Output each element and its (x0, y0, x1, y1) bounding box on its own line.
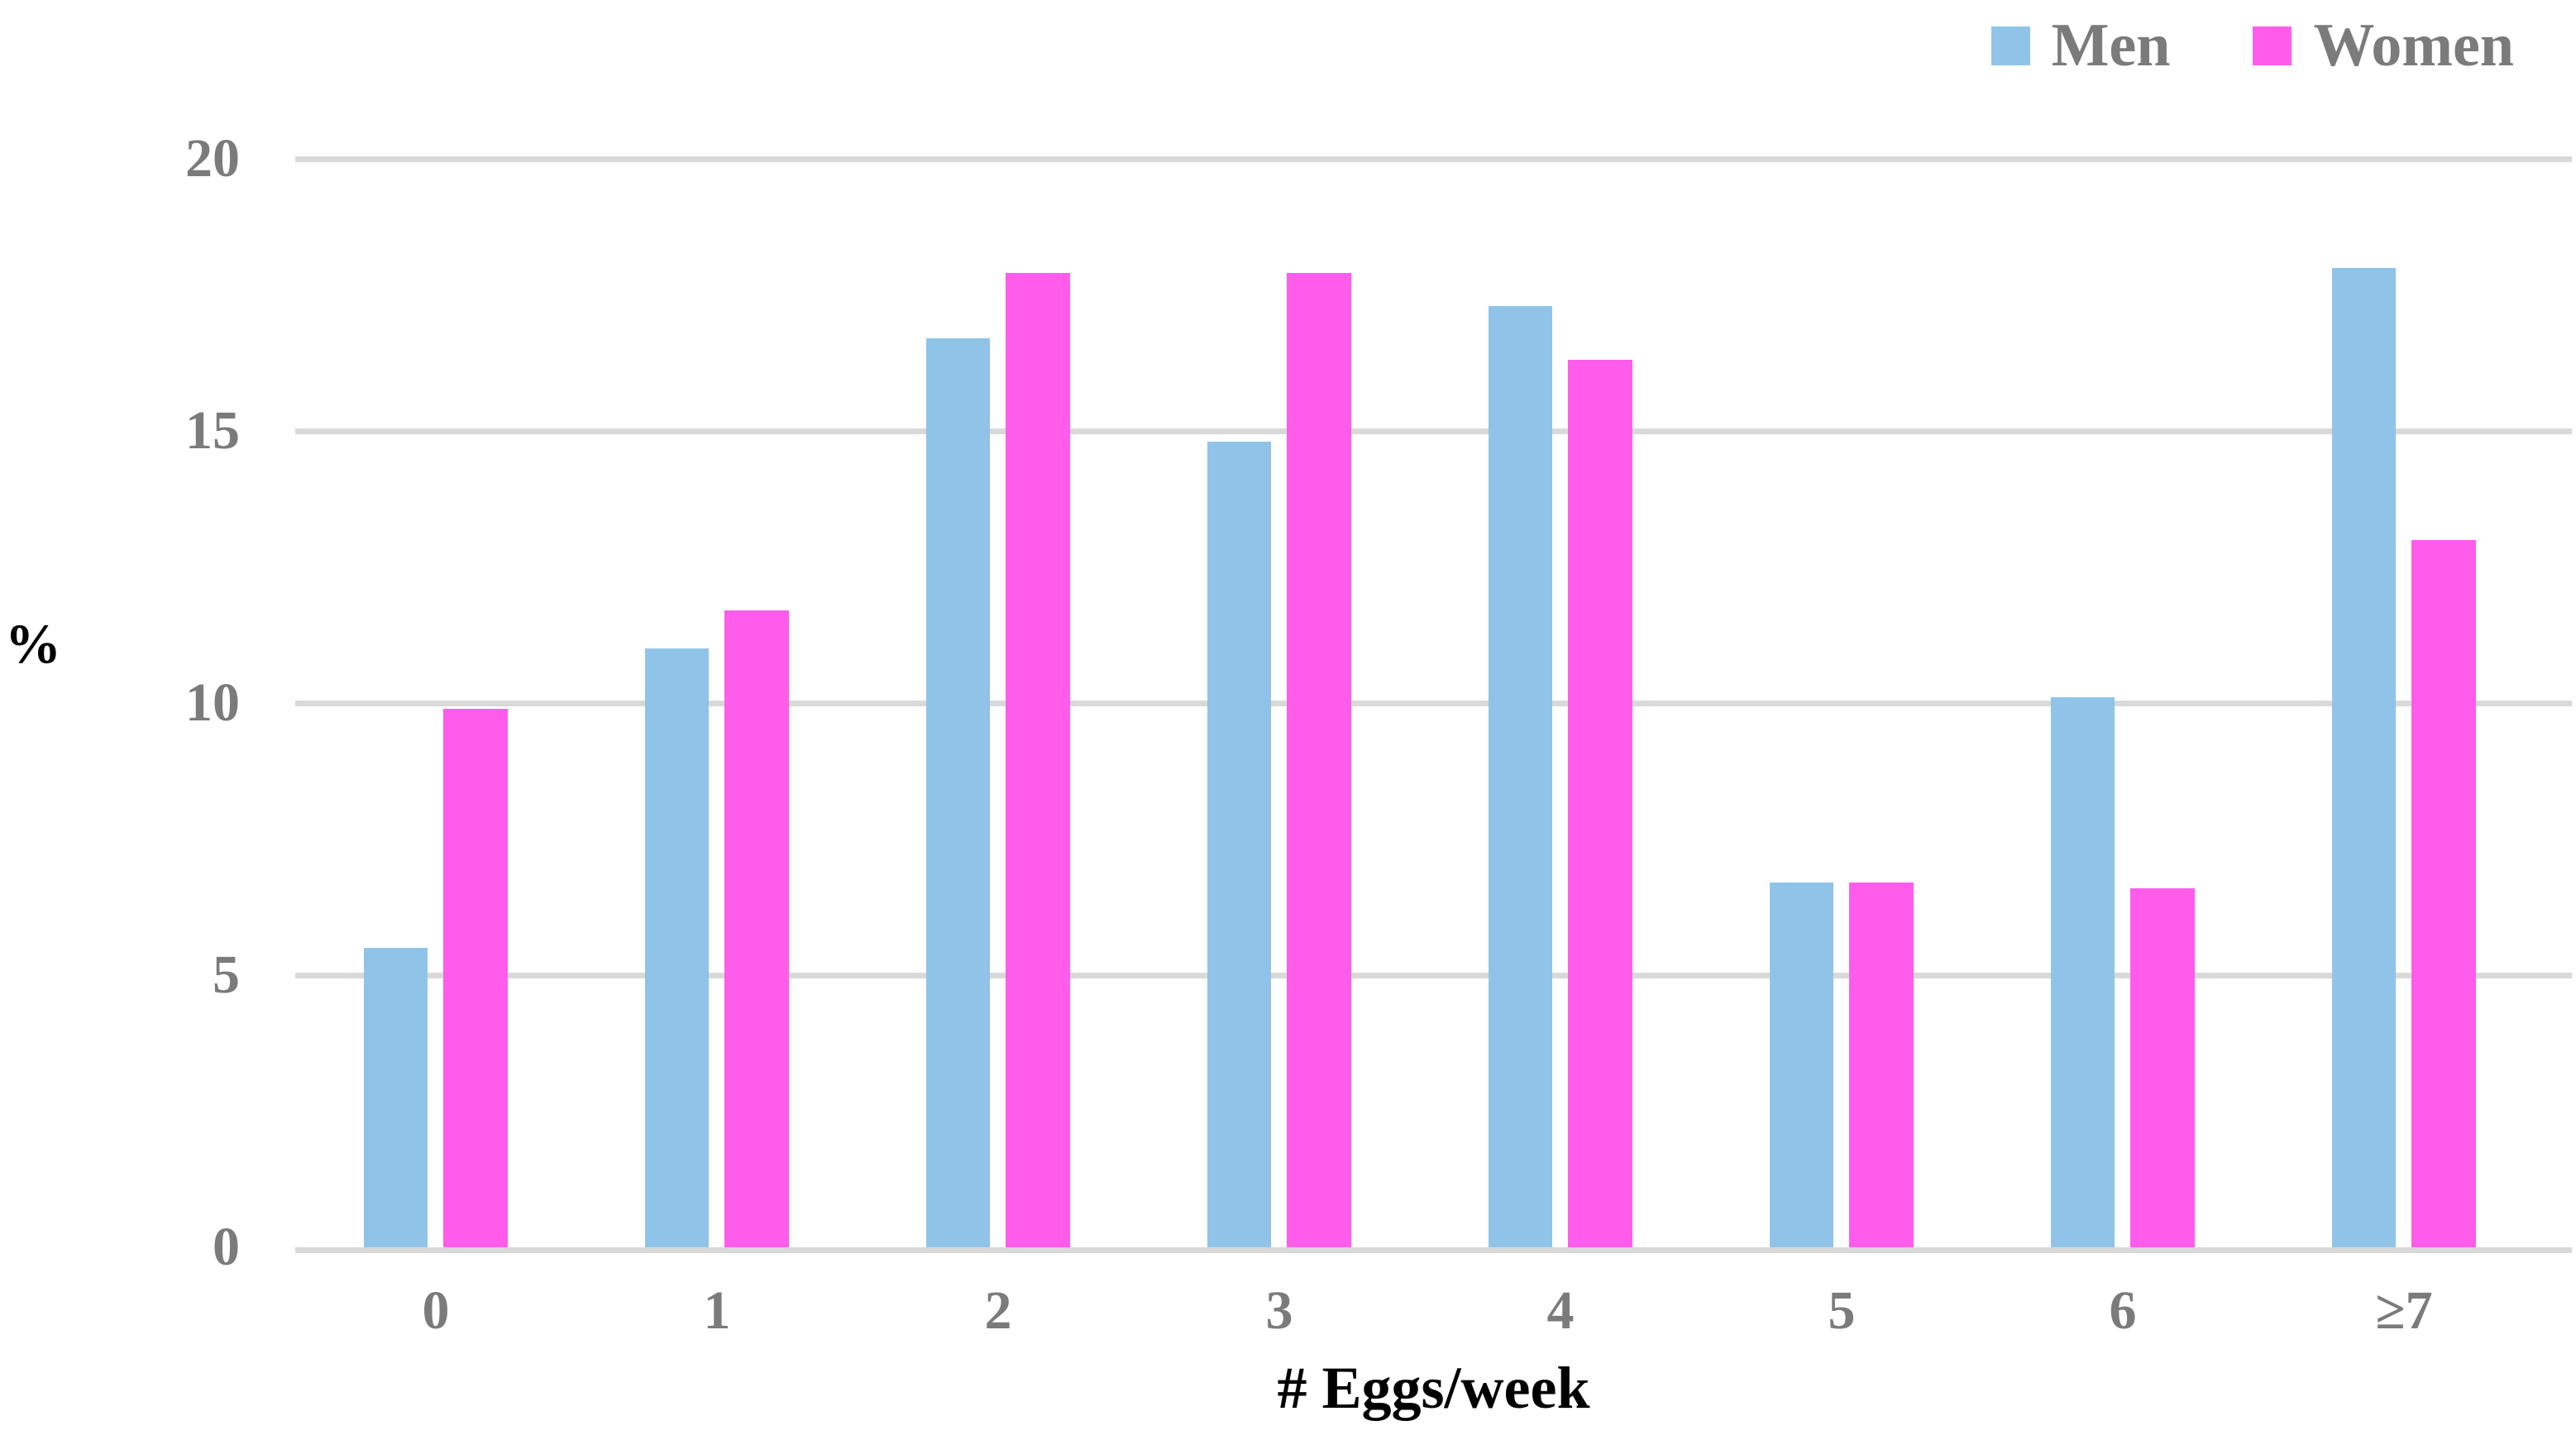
x-tick-label-≥7: ≥7 (2375, 1280, 2433, 1341)
bar-women-≥7 (2411, 539, 2476, 1247)
bar-group-2 (926, 273, 1070, 1247)
y-axis-title: % (5, 612, 61, 675)
x-axis-line (295, 1247, 2572, 1253)
y-tick-label-10: 10 (185, 672, 240, 733)
bar-men-5 (1770, 883, 1833, 1247)
y-tick-label-15: 15 (185, 400, 240, 461)
plot-area (295, 155, 2572, 1253)
x-tick-label-6: 6 (2109, 1280, 2137, 1341)
bar-women-6 (2130, 887, 2195, 1247)
bar-group-0 (364, 708, 508, 1247)
legend-label-women: Women (2313, 12, 2514, 79)
gridline-10 (295, 700, 2572, 706)
legend: Men Women (1991, 15, 2514, 76)
bar-group-6 (2051, 697, 2195, 1247)
x-tick-label-3: 3 (1265, 1280, 1293, 1341)
x-tick-label-0: 0 (422, 1280, 450, 1341)
bar-men-≥7 (2332, 267, 2396, 1247)
x-tick-label-5: 5 (1828, 1280, 1856, 1341)
bar-men-6 (2051, 697, 2115, 1247)
legend-swatch-men (1991, 26, 2030, 65)
bar-group-5 (1770, 883, 1914, 1247)
bar-women-0 (443, 708, 508, 1247)
x-axis-title: # Eggs/week (1277, 1355, 1590, 1421)
y-tick-label-5: 5 (213, 945, 240, 1005)
y-tick-label-20: 20 (185, 128, 240, 189)
legend-swatch-women (2253, 26, 2292, 65)
bar-men-2 (926, 338, 990, 1247)
bar-group-1 (645, 610, 789, 1247)
legend-item-men: Men (1991, 12, 2171, 79)
bar-group-3 (1207, 273, 1351, 1247)
y-tick-label-0: 0 (213, 1217, 240, 1277)
x-tick-label-1: 1 (703, 1280, 731, 1341)
bar-men-1 (645, 648, 709, 1247)
bar-women-5 (1849, 883, 1914, 1247)
gridline-5 (295, 972, 2572, 978)
bar-group-≥7 (2332, 267, 2476, 1247)
legend-label-men: Men (2051, 12, 2171, 79)
gridline-20 (295, 155, 2572, 162)
bar-women-4 (1568, 360, 1632, 1247)
bar-women-3 (1287, 273, 1351, 1247)
bar-group-4 (1489, 305, 1632, 1247)
bar-men-3 (1207, 442, 1271, 1247)
gridline-15 (295, 428, 2572, 434)
x-tick-label-4: 4 (1546, 1280, 1575, 1341)
bar-men-4 (1489, 305, 1552, 1247)
legend-item-women: Women (2253, 15, 2514, 76)
bar-men-0 (364, 948, 428, 1247)
bar-women-1 (724, 610, 789, 1247)
x-tick-label-2: 2 (984, 1280, 1012, 1341)
bar-women-2 (1006, 273, 1070, 1247)
